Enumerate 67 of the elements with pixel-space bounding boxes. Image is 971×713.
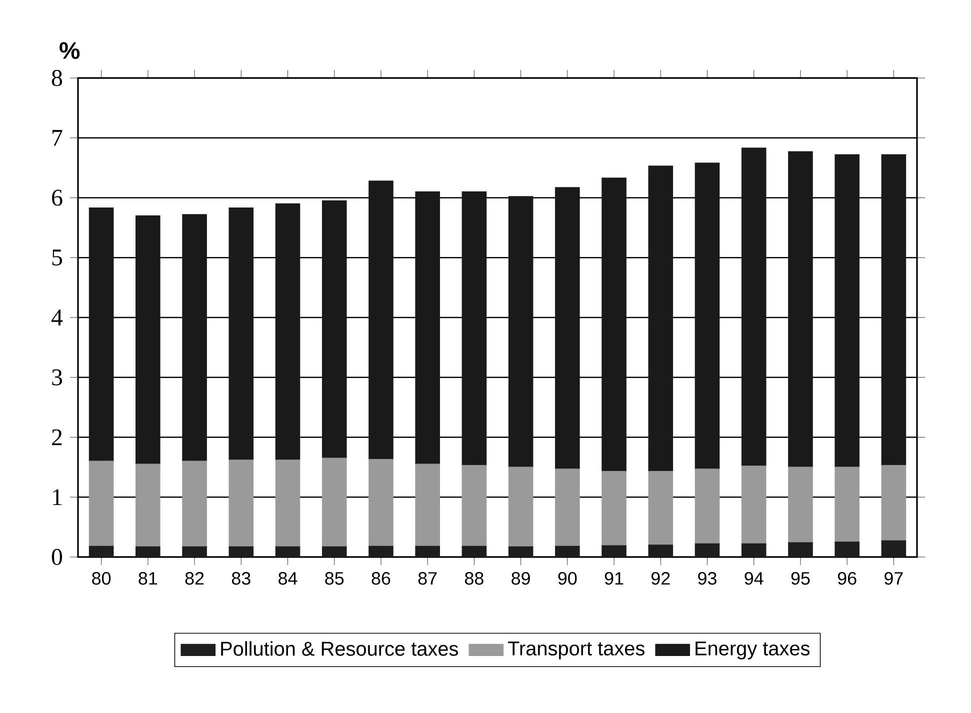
bar bbox=[788, 151, 813, 468]
bar bbox=[881, 464, 906, 542]
bar bbox=[415, 464, 440, 547]
x-tick-label: 90 bbox=[558, 572, 577, 585]
x-tick-label: 89 bbox=[512, 572, 530, 585]
x-tick-label: 82 bbox=[185, 572, 204, 585]
bar bbox=[602, 178, 626, 472]
bar bbox=[182, 214, 207, 462]
y-tick-label: 6 bbox=[52, 190, 62, 206]
y-tick-label: 2 bbox=[52, 429, 62, 446]
y-tick-label: 7 bbox=[52, 130, 62, 146]
y-tick-label: 1 bbox=[53, 489, 62, 506]
bar bbox=[415, 191, 440, 465]
bar bbox=[368, 459, 394, 547]
x-tick-label: 87 bbox=[418, 572, 437, 585]
bar bbox=[741, 466, 766, 544]
bar bbox=[462, 464, 487, 547]
x-tick-label: 94 bbox=[744, 572, 764, 585]
x-tick-label: 92 bbox=[652, 572, 670, 585]
bar bbox=[136, 215, 160, 465]
x-tick-label: 86 bbox=[372, 572, 390, 585]
x-tick-label: 97 bbox=[884, 572, 903, 585]
bar bbox=[462, 191, 487, 466]
bar bbox=[368, 180, 394, 460]
bar bbox=[834, 154, 860, 468]
legend-label: Energy taxes bbox=[696, 642, 810, 660]
bar bbox=[788, 466, 813, 544]
y-tick-label: 3 bbox=[52, 369, 62, 386]
x-tick-label: 93 bbox=[698, 572, 716, 585]
bar bbox=[275, 203, 300, 460]
legend-label: Pollution & Resource taxes bbox=[221, 641, 458, 656]
bar bbox=[881, 154, 906, 466]
y-axis-title: % bbox=[60, 42, 80, 59]
bar bbox=[602, 470, 626, 546]
x-tick-label: 95 bbox=[791, 572, 810, 585]
x-tick-label: 83 bbox=[232, 572, 250, 585]
bar bbox=[508, 466, 534, 548]
bar bbox=[741, 148, 766, 466]
bar bbox=[275, 460, 300, 548]
bar bbox=[648, 166, 674, 472]
bar bbox=[508, 196, 534, 468]
x-tick-label: 81 bbox=[138, 572, 158, 585]
y-tick-label: 8 bbox=[52, 70, 62, 86]
bar bbox=[648, 470, 674, 546]
bar bbox=[88, 208, 114, 462]
y-tick-label: 0 bbox=[52, 548, 62, 566]
bar bbox=[555, 468, 580, 547]
x-tick-label: 88 bbox=[465, 572, 484, 585]
bar bbox=[555, 187, 580, 470]
bar bbox=[694, 162, 720, 470]
bar bbox=[182, 460, 207, 548]
x-tick-label: 91 bbox=[604, 572, 624, 585]
legend-label: Transport taxes bbox=[508, 642, 644, 660]
x-tick-label: 96 bbox=[838, 572, 856, 585]
y-tick-label: 4 bbox=[51, 310, 63, 326]
bar bbox=[88, 460, 114, 547]
y-tick-label: 5 bbox=[52, 250, 62, 266]
bar bbox=[228, 208, 254, 460]
bar bbox=[834, 466, 860, 542]
bar bbox=[228, 460, 254, 548]
bar bbox=[694, 468, 720, 544]
bar bbox=[136, 464, 160, 548]
x-tick-label: 85 bbox=[325, 572, 344, 585]
bar bbox=[322, 200, 347, 459]
x-tick-label: 80 bbox=[92, 572, 111, 585]
bar bbox=[322, 458, 347, 548]
x-tick-label: 84 bbox=[278, 572, 298, 585]
